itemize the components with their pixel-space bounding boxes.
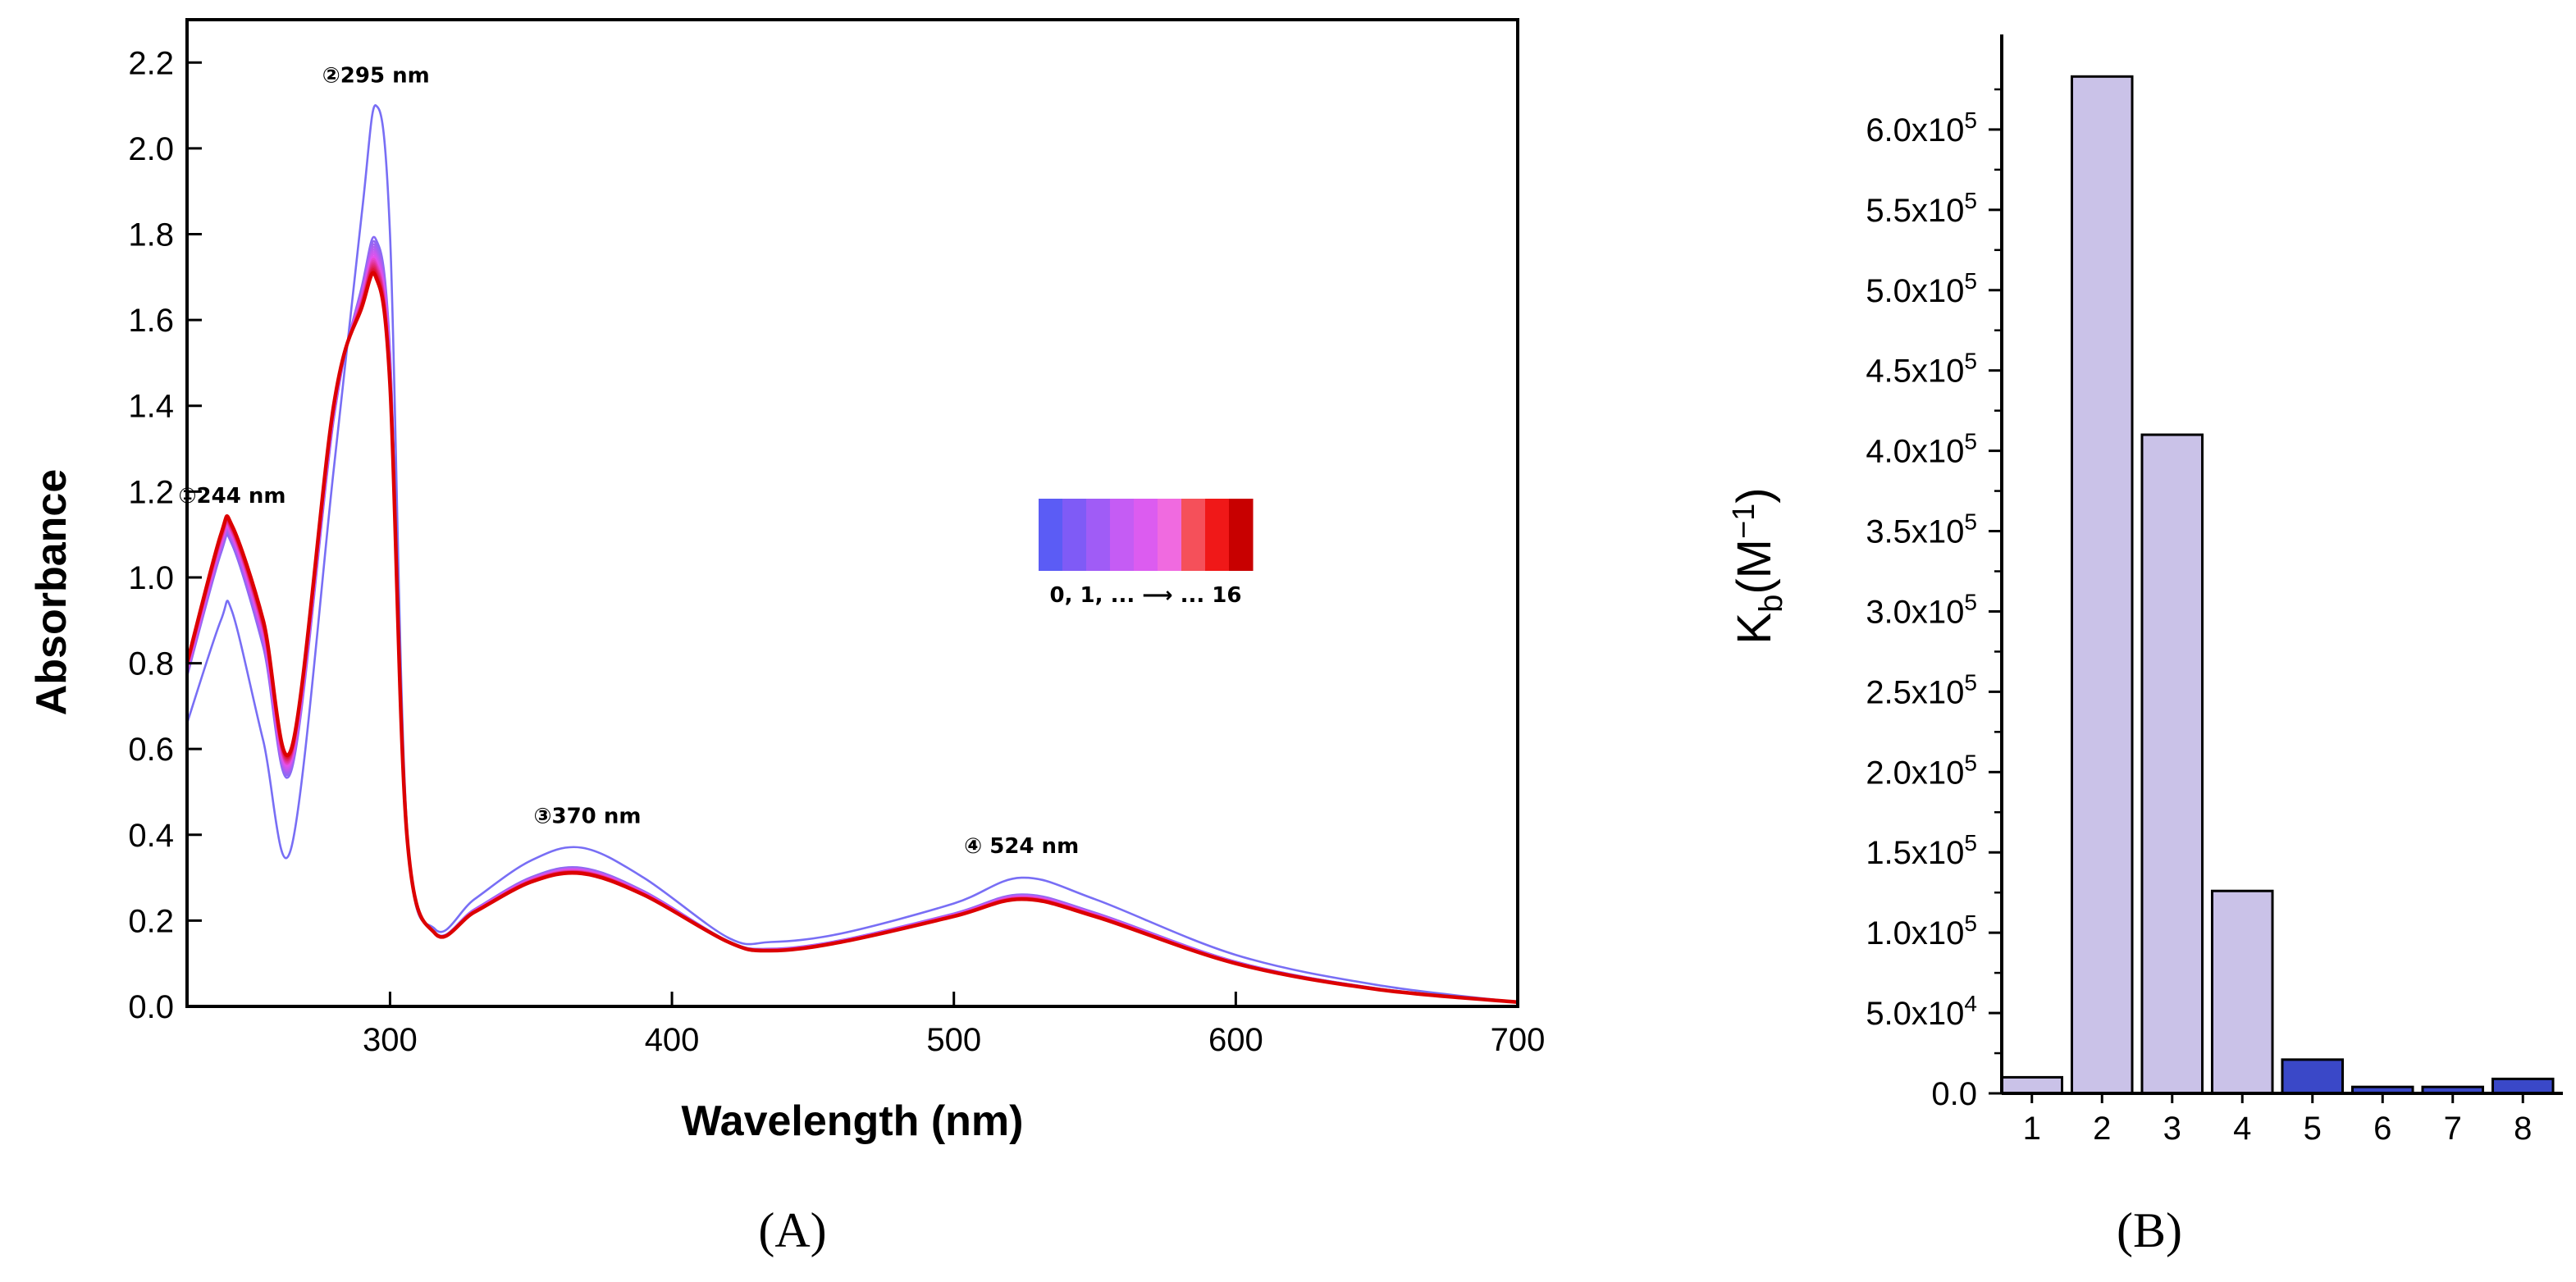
y-tick-label: 0.6 (128, 732, 174, 768)
x-tick-label: 500 (926, 1022, 981, 1058)
peak-annotation: ①244 nm (179, 484, 286, 509)
y-tick-label: 5.0x104 (1866, 991, 1977, 1032)
y-tick-label: 1.2 (128, 474, 174, 510)
y-tick-label: 1.4 (128, 389, 174, 425)
y-tick-label: 2.2 (128, 45, 174, 81)
panel-a-frame (185, 18, 1519, 1008)
kb-bar-2 (2070, 75, 2134, 1095)
panel-b-ticks: 1 2 3 4 5 6 7 8 0.0 5.0x104 1.0x105 1.5x105 2.0x105 2… (1866, 88, 2532, 1147)
x-tick-label: 5 (2304, 1111, 2322, 1147)
x-tick-label: 600 (1208, 1022, 1263, 1058)
x-tick-label: 2 (2093, 1111, 2111, 1147)
y-tick-label: 5.5x105 (1866, 188, 1977, 229)
spectrum-line-14 (185, 268, 1519, 1004)
spectrum-line-4 (185, 245, 1519, 1004)
kb-bars (2000, 75, 2555, 1095)
peak-annotations: ①244 nm ②295 nm ③370 nm ④ 524 nm (179, 64, 1080, 859)
legend-swatch (1110, 499, 1135, 571)
panel-a-label: (A) (758, 1203, 826, 1257)
spectrum-line-10 (185, 260, 1519, 1004)
kb-axis-title-sup: −1 (1727, 504, 1761, 539)
y-tick-label: 3.0x105 (1866, 589, 1977, 630)
y-tick-label: 0.8 (128, 646, 174, 682)
kb-axis-title-k: K (1728, 613, 1781, 645)
kb-axis-title: Kb(M−1) (1727, 487, 1789, 644)
peak-annotation: ②295 nm (322, 64, 430, 89)
panel-b-binding-constants: 1 2 3 4 5 6 7 8 0.0 5.0x104 1.0x105 1.5x105 2.0x105 2… (1727, 34, 2563, 1257)
kb-axis-title-unit: (M (1728, 539, 1781, 595)
x-tick-label: 700 (1491, 1022, 1546, 1058)
y-tick-label: 0.0 (1931, 1076, 1977, 1112)
kb-bar-1 (2000, 1075, 2064, 1095)
spectrum-line-8 (185, 255, 1519, 1004)
legend-swatch (1229, 499, 1254, 571)
x-tick-label: 300 (363, 1022, 418, 1058)
kb-bar-5 (2281, 1058, 2345, 1095)
spectrum-line-6 (185, 251, 1519, 1004)
y-tick-label: 0.4 (128, 818, 174, 854)
kb-bar-8 (2491, 1077, 2555, 1095)
y-tick-label: 1.0x105 (1866, 910, 1977, 951)
x-axis-title: Wavelength (nm) (682, 1097, 1024, 1145)
x-tick-label: 400 (645, 1022, 700, 1058)
y-tick-label: 3.5x105 (1866, 509, 1977, 550)
spectrum-line-7 (185, 253, 1519, 1004)
legend-swatch (1205, 499, 1230, 571)
kb-axis-title-close: ) (1728, 487, 1781, 503)
kb-axis-title-sub: b (1753, 595, 1789, 613)
x-tick-label: 7 (2444, 1111, 2462, 1147)
spectrum-line-11 (185, 262, 1519, 1004)
y-tick-label: 0.0 (128, 989, 174, 1025)
legend-swatch (1181, 499, 1206, 571)
legend-swatch (1158, 499, 1182, 571)
spectrum-line-9 (185, 258, 1519, 1004)
legend-swatch (1062, 499, 1087, 571)
legend-swatch (1086, 499, 1111, 571)
y-tick-label: 1.5x105 (1866, 830, 1977, 871)
spectrum-line-16 (185, 271, 1519, 1005)
spectrum-line-5 (185, 249, 1519, 1004)
x-tick-label: 6 (2373, 1111, 2391, 1147)
panel-a-ticks: 300 400 500 600 700 0.0 0.2 0.4 0.6 0.8 1.0 1.2 1.4 1… (128, 45, 1545, 1058)
y-tick-label: 1.6 (128, 303, 174, 339)
y-tick-label: 2.5x105 (1866, 669, 1977, 710)
y-tick-label: 0.2 (128, 903, 174, 939)
titration-color-legend: 0, 1, ... ⟶ ... 16 (1039, 499, 1254, 608)
legend-label: 0, 1, ... ⟶ ... 16 (1050, 583, 1242, 608)
x-tick-label: 4 (2233, 1111, 2251, 1147)
kb-bar-3 (2140, 433, 2204, 1095)
peak-annotation: ③370 nm (533, 804, 641, 828)
y-tick-label: 4.0x105 (1866, 429, 1977, 470)
y-tick-label: 2.0 (128, 131, 174, 167)
legend-swatch (1039, 499, 1063, 571)
y-tick-label: 4.5x105 (1866, 349, 1977, 390)
y-axis-title: Absorbance (28, 469, 75, 716)
y-tick-label: 6.0x105 (1866, 107, 1977, 148)
legend-swatch (1134, 499, 1158, 571)
y-tick-label: 1.8 (128, 217, 174, 253)
panel-b-label: (B) (2117, 1203, 2182, 1257)
panel-a-uv-spectra: 300 400 500 600 700 0.0 0.2 0.4 0.6 0.8 1.0 1.2 1.4 1… (28, 18, 1545, 1257)
y-tick-label: 5.0x105 (1866, 268, 1977, 309)
spectrum-line-0 (185, 104, 1519, 1004)
y-tick-label: 1.0 (128, 560, 174, 596)
x-tick-label: 1 (2023, 1111, 2041, 1147)
spectrum-line-12 (185, 264, 1519, 1004)
y-tick-label: 2.0x105 (1866, 750, 1977, 791)
x-tick-label: 3 (2163, 1111, 2181, 1147)
x-tick-label: 8 (2514, 1111, 2532, 1147)
kb-bar-4 (2210, 889, 2274, 1095)
spectrum-line-15 (185, 270, 1519, 1004)
peak-annotation: ④ 524 nm (964, 834, 1079, 859)
spectra-curves (185, 104, 1519, 1005)
spectrum-line-13 (185, 266, 1519, 1004)
